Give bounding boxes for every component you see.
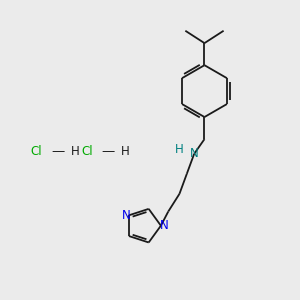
- Text: Cl: Cl: [81, 145, 92, 158]
- Text: N: N: [160, 219, 168, 232]
- Text: N: N: [122, 209, 131, 222]
- Text: Cl: Cl: [31, 145, 43, 158]
- Text: —: —: [51, 145, 64, 158]
- Text: H: H: [175, 143, 184, 156]
- Text: —: —: [101, 145, 115, 158]
- Text: N: N: [190, 147, 199, 160]
- Text: H: H: [121, 145, 129, 158]
- Text: H: H: [70, 145, 79, 158]
